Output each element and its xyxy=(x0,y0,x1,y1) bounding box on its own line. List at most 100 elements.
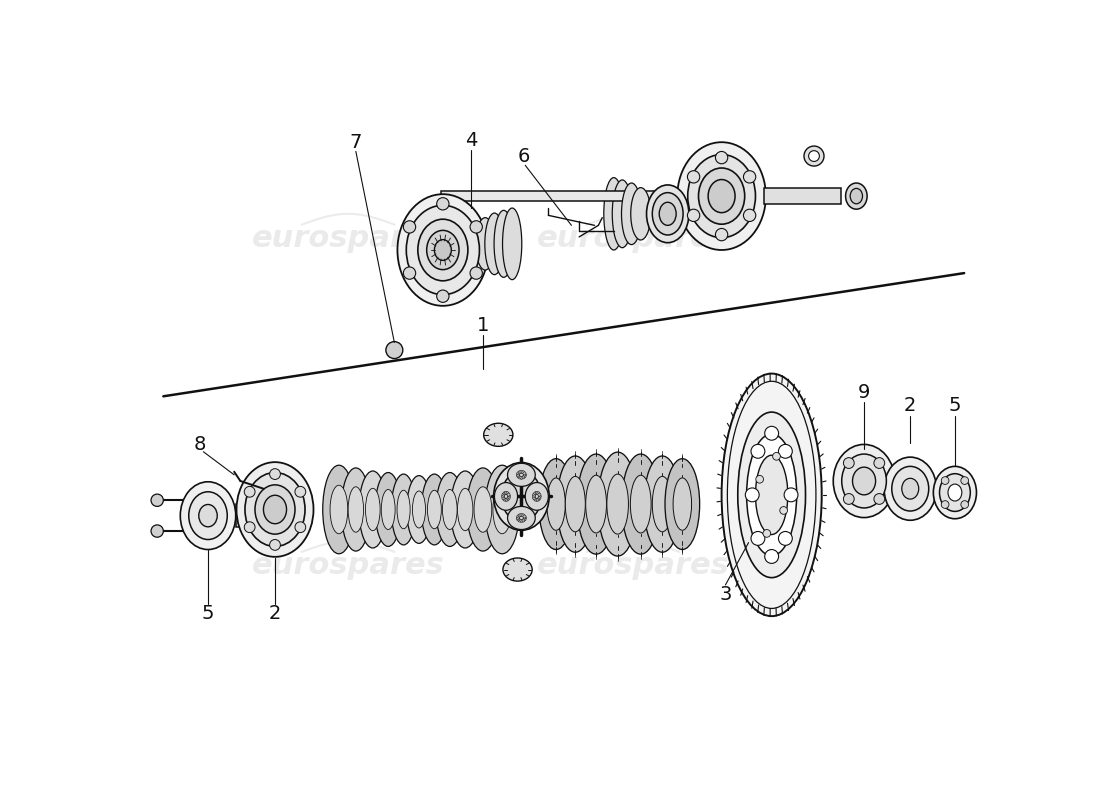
Circle shape xyxy=(270,469,280,479)
Ellipse shape xyxy=(418,219,468,281)
Ellipse shape xyxy=(557,456,594,552)
Ellipse shape xyxy=(842,454,887,508)
Ellipse shape xyxy=(722,374,822,616)
Ellipse shape xyxy=(451,471,480,548)
Ellipse shape xyxy=(436,473,464,546)
Ellipse shape xyxy=(236,462,314,557)
Ellipse shape xyxy=(948,484,961,501)
Ellipse shape xyxy=(475,218,495,270)
Ellipse shape xyxy=(532,495,536,498)
Circle shape xyxy=(756,475,763,483)
Ellipse shape xyxy=(507,493,510,496)
Ellipse shape xyxy=(427,230,459,270)
Ellipse shape xyxy=(539,458,573,550)
Ellipse shape xyxy=(255,485,295,534)
Ellipse shape xyxy=(613,180,632,248)
Ellipse shape xyxy=(518,519,521,522)
Ellipse shape xyxy=(502,493,505,496)
Circle shape xyxy=(780,506,788,514)
Bar xyxy=(235,504,274,527)
Ellipse shape xyxy=(518,514,521,517)
Ellipse shape xyxy=(678,142,766,250)
Circle shape xyxy=(688,170,700,183)
Ellipse shape xyxy=(526,482,548,510)
Ellipse shape xyxy=(902,478,918,499)
Ellipse shape xyxy=(565,476,585,532)
Ellipse shape xyxy=(517,474,520,478)
Ellipse shape xyxy=(756,455,788,534)
Circle shape xyxy=(751,531,764,546)
Ellipse shape xyxy=(532,497,536,500)
Ellipse shape xyxy=(330,486,348,534)
Ellipse shape xyxy=(537,498,540,501)
Ellipse shape xyxy=(502,471,541,522)
Ellipse shape xyxy=(521,476,525,479)
Ellipse shape xyxy=(621,183,641,245)
Ellipse shape xyxy=(597,452,638,556)
Circle shape xyxy=(808,150,820,162)
Circle shape xyxy=(772,453,780,460)
Text: 9: 9 xyxy=(858,383,870,402)
Ellipse shape xyxy=(522,474,526,478)
Text: eurospares: eurospares xyxy=(537,551,729,580)
Circle shape xyxy=(744,209,756,222)
Ellipse shape xyxy=(485,213,504,274)
Ellipse shape xyxy=(466,468,499,551)
Circle shape xyxy=(784,488,798,502)
Ellipse shape xyxy=(493,486,512,534)
Text: 5: 5 xyxy=(201,604,214,623)
Ellipse shape xyxy=(537,492,540,495)
Ellipse shape xyxy=(382,490,395,530)
Ellipse shape xyxy=(659,202,676,226)
Ellipse shape xyxy=(520,519,522,522)
Circle shape xyxy=(873,494,884,504)
Circle shape xyxy=(746,488,759,502)
Ellipse shape xyxy=(517,518,520,521)
Ellipse shape xyxy=(180,482,235,550)
Circle shape xyxy=(715,151,728,164)
Circle shape xyxy=(942,501,949,508)
Ellipse shape xyxy=(834,445,895,518)
Ellipse shape xyxy=(458,488,473,530)
Ellipse shape xyxy=(647,185,689,242)
Ellipse shape xyxy=(534,492,537,495)
Ellipse shape xyxy=(359,471,387,548)
Ellipse shape xyxy=(521,514,525,517)
Ellipse shape xyxy=(474,486,492,532)
Ellipse shape xyxy=(688,154,756,238)
Text: 3: 3 xyxy=(719,586,732,605)
Text: 4: 4 xyxy=(465,131,477,150)
Circle shape xyxy=(244,486,255,497)
Ellipse shape xyxy=(407,476,431,543)
Circle shape xyxy=(470,267,483,279)
Circle shape xyxy=(715,229,728,241)
Ellipse shape xyxy=(518,476,521,479)
Ellipse shape xyxy=(585,475,606,533)
Circle shape xyxy=(404,221,416,233)
Ellipse shape xyxy=(507,463,536,486)
Ellipse shape xyxy=(604,178,624,250)
Ellipse shape xyxy=(852,467,876,495)
Ellipse shape xyxy=(505,498,507,502)
Ellipse shape xyxy=(506,498,509,501)
Ellipse shape xyxy=(607,474,628,534)
Ellipse shape xyxy=(630,475,651,533)
Ellipse shape xyxy=(264,495,286,524)
Ellipse shape xyxy=(846,183,867,209)
Ellipse shape xyxy=(397,490,410,529)
Ellipse shape xyxy=(521,519,525,522)
Ellipse shape xyxy=(517,472,520,475)
Ellipse shape xyxy=(442,490,458,530)
Ellipse shape xyxy=(365,488,381,530)
Ellipse shape xyxy=(673,478,692,530)
Ellipse shape xyxy=(524,517,527,519)
Ellipse shape xyxy=(698,168,745,224)
Ellipse shape xyxy=(517,515,520,518)
Circle shape xyxy=(764,426,779,440)
Circle shape xyxy=(470,221,483,233)
Ellipse shape xyxy=(503,498,506,501)
Ellipse shape xyxy=(522,515,526,518)
Circle shape xyxy=(804,146,824,166)
Circle shape xyxy=(270,539,280,550)
Circle shape xyxy=(295,522,306,533)
